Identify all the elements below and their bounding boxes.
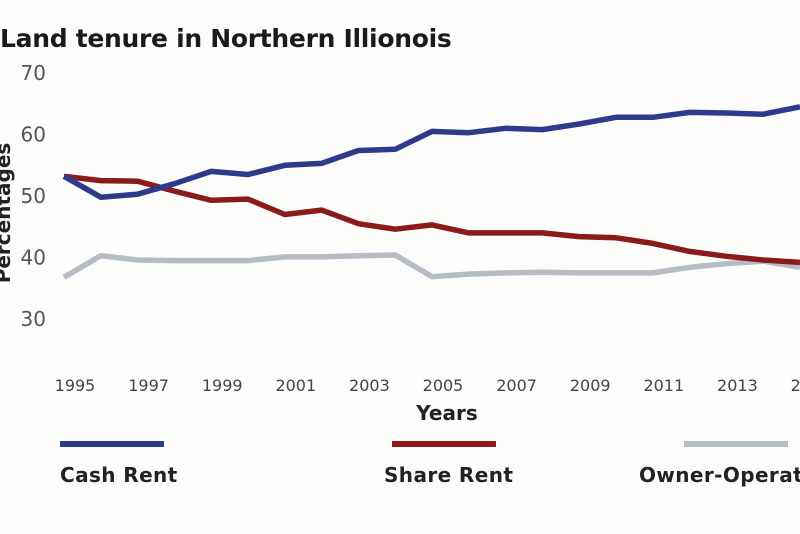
legend-label-cash-rent: Cash Rent [60, 463, 178, 487]
x-tick-label: 2011 [643, 376, 684, 395]
y-tick-label: 70 [21, 61, 46, 85]
chart-title: Land tenure in Northern Illionois [0, 24, 452, 53]
x-tick-label: 2001 [275, 376, 316, 395]
x-axis-label: Years [415, 401, 477, 425]
x-tick-label: 2015 [791, 376, 800, 395]
x-tick-label: 1999 [202, 376, 243, 395]
y-tick-label: 40 [21, 246, 46, 270]
series-line-share-rent [63, 173, 800, 266]
legend-label-share-rent: Share Rent [384, 463, 513, 487]
y-tick-label: 60 [21, 123, 46, 147]
y-tick-label: 50 [21, 184, 46, 208]
x-axis-ticks: 1995 1997 1999 2001 2003 2005 2007 2009 2011 2013… [55, 376, 800, 395]
x-tick-label: 2003 [349, 376, 390, 395]
x-tick-label: 2007 [496, 376, 537, 395]
x-tick-label: 2005 [423, 376, 464, 395]
x-tick-label: 1997 [128, 376, 169, 395]
y-axis-label: Percentages [0, 143, 15, 284]
x-tick-label: 1995 [55, 376, 96, 395]
legend: Cash Rent Share Rent Owner-Operator [60, 441, 800, 487]
series-line-owner-operator [62, 252, 800, 280]
x-tick-label: 2013 [717, 376, 758, 395]
y-tick-label: 30 [21, 307, 46, 331]
legend-label-owner-operator: Owner-Operator [639, 463, 800, 487]
y-axis-ticks: 70 60 50 40 30 [21, 61, 46, 331]
series-line-cash-rent [62, 104, 800, 200]
series-lines [62, 104, 800, 280]
x-tick-label: 2009 [570, 376, 611, 395]
